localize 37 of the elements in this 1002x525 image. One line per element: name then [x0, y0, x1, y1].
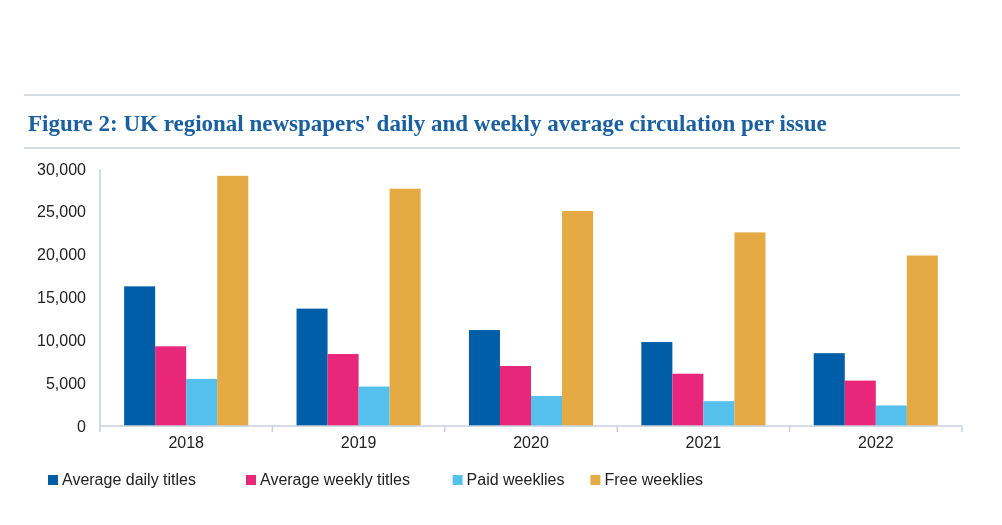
- bar: [358, 386, 390, 426]
- legend-label: Average weekly titles: [260, 471, 410, 488]
- bar: [562, 210, 594, 426]
- bar: [641, 342, 673, 426]
- bar: [389, 188, 421, 426]
- bar: [813, 353, 845, 426]
- bar: [124, 286, 156, 426]
- y-tick-label: 30,000: [37, 160, 87, 178]
- y-tick-label: 5,000: [45, 374, 87, 392]
- x-tick-label: 2022: [858, 434, 894, 451]
- legend-label: Free weeklies: [604, 471, 704, 488]
- chart-title: Figure 2: UK regional newspapers' daily and weekly average circulation per issue: [28, 111, 827, 136]
- bar: [155, 346, 187, 426]
- bar: [875, 405, 907, 426]
- y-tick-label: 20,000: [37, 246, 87, 264]
- bar: [217, 175, 249, 426]
- y-tick-label: 10,000: [37, 331, 87, 349]
- x-tick-label: 2021: [685, 434, 722, 451]
- x-tick-label: 2019: [340, 434, 377, 451]
- bar: [296, 308, 328, 426]
- y-tick-label: 25,000: [37, 203, 87, 221]
- bar: [531, 396, 563, 426]
- bar: [906, 255, 938, 426]
- legend-label: Paid weeklies: [466, 471, 565, 488]
- legend-label: Average daily titles: [62, 471, 196, 488]
- bar: [844, 380, 876, 426]
- bar: [734, 232, 766, 426]
- bar: [468, 330, 500, 426]
- y-tick-label: 0: [77, 417, 87, 435]
- bar: [499, 366, 531, 426]
- bar: [703, 401, 735, 426]
- x-tick-label: 2018: [168, 434, 205, 451]
- y-tick-label: 15,000: [37, 289, 87, 307]
- bar: [327, 354, 359, 426]
- bar: [186, 378, 218, 426]
- bar: [672, 373, 704, 426]
- x-tick-label: 2020: [513, 434, 549, 451]
